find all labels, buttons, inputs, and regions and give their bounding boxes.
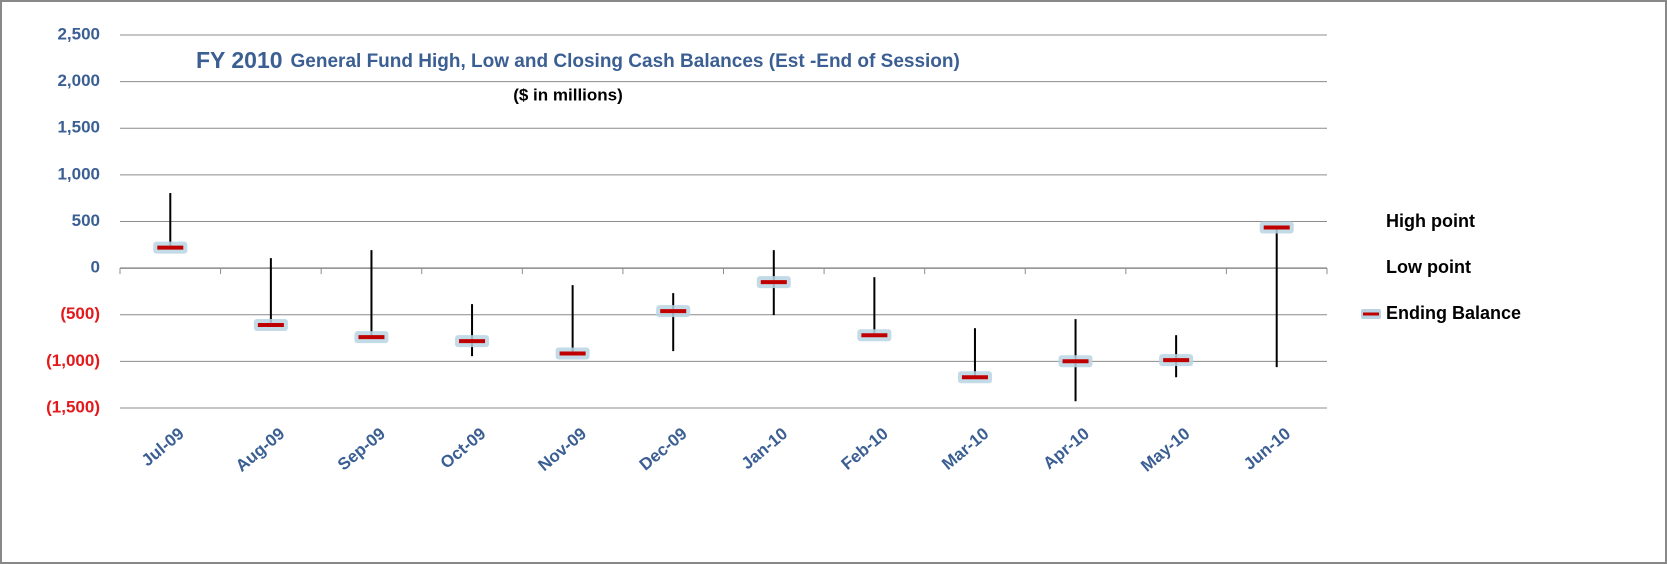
y-tick-label: 1,500 (57, 118, 100, 137)
y-tick-label: 2,500 (57, 24, 100, 43)
legend-label: Low point (1386, 257, 1471, 277)
y-tick-label: (1,500) (46, 397, 100, 416)
title-year: FY 2010 (196, 47, 283, 73)
legend-label: High point (1386, 211, 1475, 231)
chart-note: ($ in millions) (513, 85, 623, 104)
y-tick-label: 0 (91, 258, 100, 277)
chart-title: FY 2010 General Fund High, Low and Closin… (196, 47, 960, 73)
y-tick-label: 1,000 (57, 164, 100, 183)
title-main: General Fund High, Low and Closing Cash … (291, 51, 960, 72)
legend-label: Ending Balance (1386, 303, 1521, 323)
y-tick-label: (1,000) (46, 351, 100, 370)
y-tick-label: 500 (72, 211, 100, 230)
y-tick-label: (500) (60, 304, 100, 323)
y-tick-label: 2,000 (57, 71, 100, 90)
